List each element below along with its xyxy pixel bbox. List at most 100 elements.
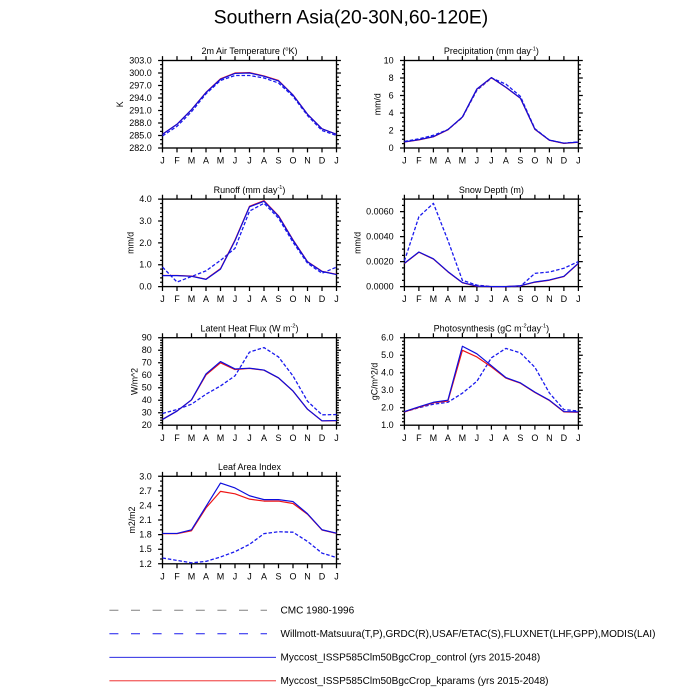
svg-text:J: J: [247, 433, 252, 443]
svg-text:A: A: [261, 433, 267, 443]
svg-text:M: M: [430, 433, 438, 443]
svg-text:S: S: [517, 433, 523, 443]
svg-text:8: 8: [389, 73, 394, 83]
svg-text:300.0: 300.0: [129, 68, 152, 78]
svg-text:Southern Asia(20-30N,60-120E): Southern Asia(20-30N,60-120E): [214, 8, 488, 29]
svg-text:S: S: [275, 571, 281, 581]
svg-text:J: J: [233, 433, 238, 443]
svg-text:CMC 1980-1996: CMC 1980-1996: [281, 606, 355, 617]
svg-text:D: D: [561, 294, 568, 304]
svg-text:J: J: [160, 433, 165, 443]
svg-text:A: A: [203, 294, 209, 304]
svg-text:0.0020: 0.0020: [366, 257, 394, 267]
svg-text:N: N: [304, 294, 311, 304]
svg-text:J: J: [160, 571, 165, 581]
svg-text:2.0: 2.0: [139, 238, 152, 248]
svg-text:O: O: [531, 433, 538, 443]
svg-text:J: J: [334, 571, 339, 581]
svg-text:m2/m2: m2/m2: [127, 507, 137, 534]
svg-text:80: 80: [142, 345, 152, 355]
svg-text:F: F: [416, 156, 422, 166]
svg-text:0: 0: [389, 143, 394, 153]
svg-text:M: M: [188, 294, 196, 304]
svg-text:M: M: [459, 294, 467, 304]
svg-text:20: 20: [142, 420, 152, 430]
svg-text:Runoff (mm day-1​): Runoff (mm day-1​): [214, 185, 286, 195]
svg-text:F: F: [174, 571, 180, 581]
svg-text:A: A: [203, 571, 209, 581]
svg-text:O: O: [289, 156, 296, 166]
svg-text:282.0: 282.0: [129, 143, 152, 153]
svg-text:60: 60: [142, 370, 152, 380]
svg-text:M: M: [188, 433, 196, 443]
svg-text:50: 50: [142, 383, 152, 393]
svg-text:M: M: [188, 156, 196, 166]
svg-text:J: J: [475, 156, 480, 166]
svg-text:J: J: [576, 294, 581, 304]
svg-text:J: J: [402, 433, 407, 443]
svg-text:6.0: 6.0: [381, 333, 394, 343]
svg-text:Myccost_ISSP585Clm50BgcCrop_co: Myccost_ISSP585Clm50BgcCrop_control (yrs…: [281, 653, 541, 664]
svg-text:D: D: [561, 433, 568, 443]
svg-text:3.0: 3.0: [139, 471, 152, 481]
svg-text:F: F: [174, 433, 180, 443]
svg-text:1.0: 1.0: [381, 420, 394, 430]
svg-text:Latent Heat Flux (W m-2​): Latent Heat Flux (W m-2​): [200, 323, 298, 333]
svg-text:2.0: 2.0: [381, 403, 394, 413]
svg-text:M: M: [217, 433, 225, 443]
svg-text:J: J: [402, 156, 407, 166]
svg-text:M: M: [430, 156, 438, 166]
svg-text:J: J: [233, 294, 238, 304]
svg-text:F: F: [174, 156, 180, 166]
svg-text:3.0: 3.0: [381, 385, 394, 395]
svg-text:J: J: [402, 294, 407, 304]
svg-text:J: J: [233, 156, 238, 166]
svg-text:O: O: [289, 433, 296, 443]
svg-text:0.0060: 0.0060: [366, 207, 394, 217]
svg-text:0.0: 0.0: [139, 282, 152, 292]
svg-text:303.0: 303.0: [129, 56, 152, 66]
svg-text:F: F: [416, 433, 422, 443]
svg-text:Precipitation (mm day-1​): Precipitation (mm day-1​): [444, 46, 539, 56]
svg-text:4.0: 4.0: [381, 368, 394, 378]
svg-text:J: J: [247, 571, 252, 581]
svg-text:M: M: [217, 156, 225, 166]
svg-text:N: N: [546, 433, 553, 443]
svg-text:J: J: [489, 433, 494, 443]
svg-text:S: S: [275, 156, 281, 166]
svg-text:2: 2: [389, 126, 394, 136]
svg-text:D: D: [319, 433, 326, 443]
svg-text:4.0: 4.0: [139, 194, 152, 204]
svg-text:O: O: [289, 294, 296, 304]
svg-text:M: M: [217, 571, 225, 581]
svg-text:1.8: 1.8: [139, 530, 152, 540]
svg-text:A: A: [503, 294, 509, 304]
svg-text:J: J: [247, 294, 252, 304]
svg-text:A: A: [261, 156, 267, 166]
svg-text:gC/m^2/d: gC/m^2/d: [369, 363, 379, 400]
svg-text:J: J: [334, 433, 339, 443]
svg-text:mm/d: mm/d: [352, 232, 362, 254]
svg-text:A: A: [445, 156, 451, 166]
svg-text:S: S: [275, 433, 281, 443]
svg-text:1.0: 1.0: [139, 260, 152, 270]
svg-text:30: 30: [142, 408, 152, 418]
svg-text:A: A: [503, 156, 509, 166]
svg-text:1.5: 1.5: [139, 544, 152, 554]
svg-text:285.0: 285.0: [129, 131, 152, 141]
svg-text:F: F: [174, 294, 180, 304]
svg-text:90: 90: [142, 333, 152, 343]
svg-text:mm/d: mm/d: [372, 93, 382, 115]
svg-text:F: F: [416, 294, 422, 304]
svg-text:S: S: [517, 294, 523, 304]
svg-text:mm/d: mm/d: [125, 232, 135, 254]
svg-text:288.0: 288.0: [129, 118, 152, 128]
svg-text:D: D: [561, 156, 568, 166]
svg-text:W/m^2: W/m^2: [129, 368, 139, 395]
svg-text:N: N: [304, 156, 311, 166]
svg-text:J: J: [489, 156, 494, 166]
svg-text:J: J: [247, 156, 252, 166]
svg-text:70: 70: [142, 358, 152, 368]
svg-text:K: K: [115, 101, 125, 107]
svg-text:5.0: 5.0: [381, 350, 394, 360]
